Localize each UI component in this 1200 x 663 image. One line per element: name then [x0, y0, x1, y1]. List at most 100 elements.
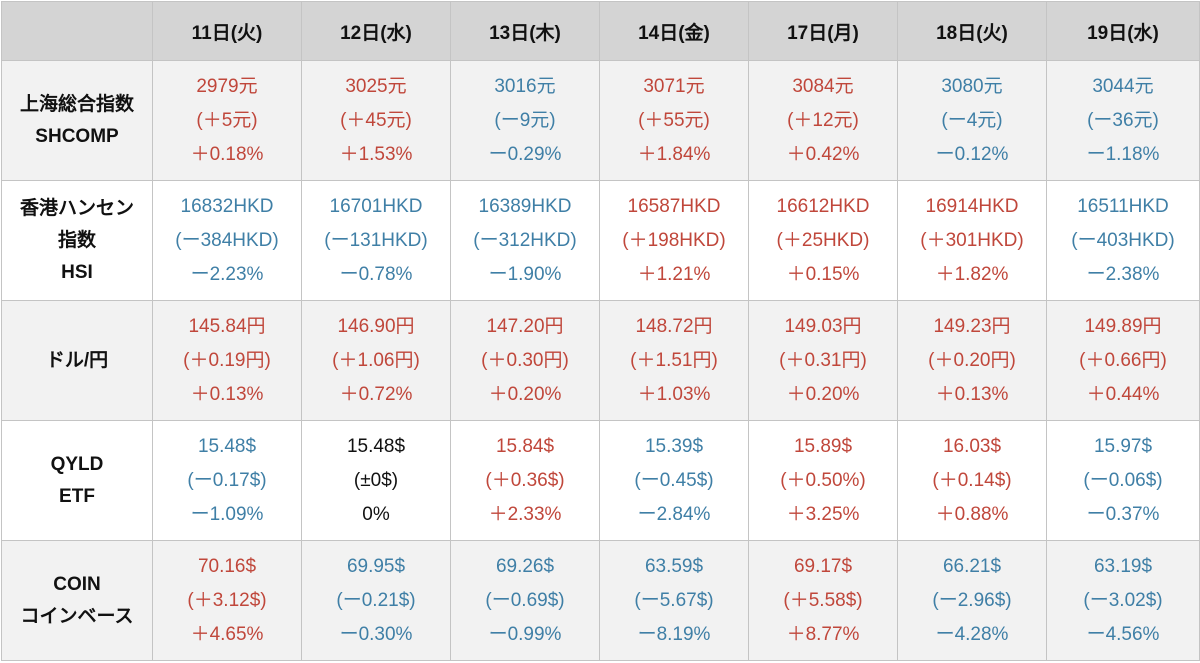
- price-value: 16389HKD: [478, 195, 572, 217]
- value-cell: 145.84円 (＋0.19円) ＋0.13%: [152, 300, 302, 421]
- price-value: 3044元: [1092, 75, 1154, 97]
- value-cell: 16832HKD (ー384HKD) ー2.23%: [152, 180, 302, 301]
- change-value: (＋25HKD): [776, 229, 870, 251]
- percent-change: ー0.30%: [339, 623, 413, 645]
- value-cell: 69.26$ (ー0.69$) ー0.99%: [450, 540, 600, 661]
- row-label: QYLD ETF: [1, 420, 153, 541]
- price-value: 16612HKD: [776, 195, 870, 217]
- value-cell: 16511HKD (ー403HKD) ー2.38%: [1046, 180, 1200, 301]
- row-label: COIN コインベース: [1, 540, 153, 661]
- price-value: 16832HKD: [180, 195, 274, 217]
- price-value: 3016元: [494, 75, 556, 97]
- price-value: 63.19$: [1093, 555, 1153, 577]
- change-value: (ー0.21$): [336, 589, 416, 611]
- price-value: 15.48$: [346, 435, 406, 457]
- percent-change: 0%: [362, 503, 390, 525]
- row-label-line: 上海総合指数: [19, 93, 134, 115]
- change-value: (＋5元): [196, 109, 258, 131]
- price-value: 3080元: [941, 75, 1003, 97]
- price-value: 149.03円: [784, 315, 862, 337]
- percent-change: ＋3.25%: [786, 503, 860, 525]
- price-value: 2979元: [196, 75, 258, 97]
- value-cell: 70.16$ (＋3.12$) ＋4.65%: [152, 540, 302, 661]
- change-value: (ー9元): [494, 109, 556, 131]
- percent-change: ー1.09%: [190, 503, 264, 525]
- percent-change: ー8.19%: [637, 623, 711, 645]
- change-value: (ー3.02$): [1083, 589, 1163, 611]
- change-value: (＋0.14$): [932, 469, 1012, 491]
- value-cell: 149.89円 (＋0.66円) ＋0.44%: [1046, 300, 1200, 421]
- row-label-line: ドル/円: [45, 349, 109, 371]
- value-cell: 15.48$ (ー0.17$) ー1.09%: [152, 420, 302, 541]
- change-value: (＋0.20円): [928, 349, 1016, 371]
- price-value: 15.48$: [197, 435, 257, 457]
- percent-change: ＋0.88%: [935, 503, 1009, 525]
- price-value: 63.59$: [644, 555, 704, 577]
- price-value: 15.97$: [1093, 435, 1153, 457]
- change-value: (ー2.96$): [932, 589, 1012, 611]
- value-cell: 16587HKD (＋198HKD) ＋1.21%: [599, 180, 749, 301]
- change-value: (＋0.36$): [485, 469, 565, 491]
- percent-change: ＋0.20%: [488, 383, 562, 405]
- date-header: 13日(木): [450, 1, 600, 61]
- table-row: COIN コインベース 70.16$ (＋3.12$) ＋4.65% 69.95$ (ー0.…: [1, 540, 1200, 661]
- value-cell: 146.90円 (＋1.06円) ＋0.72%: [301, 300, 451, 421]
- change-value: (±0$): [353, 469, 399, 491]
- price-value: 3084元: [792, 75, 854, 97]
- value-cell: 148.72円 (＋1.51円) ＋1.03%: [599, 300, 749, 421]
- row-label-line: SHCOMP: [35, 125, 119, 147]
- row-label: 上海総合指数 SHCOMP: [1, 60, 153, 181]
- row-label-line: COIN: [53, 573, 101, 595]
- value-cell: 63.19$ (ー3.02$) ー4.56%: [1046, 540, 1200, 661]
- percent-change: ー0.29%: [488, 143, 562, 165]
- value-cell: 69.95$ (ー0.21$) ー0.30%: [301, 540, 451, 661]
- row-label-line: HSI: [61, 261, 93, 283]
- change-value: (＋5.58$): [783, 589, 863, 611]
- percent-change: ＋1.21%: [637, 263, 711, 285]
- change-value: (＋12元): [787, 109, 859, 131]
- change-value: (ー403HKD): [1071, 229, 1175, 251]
- change-value: (ー131HKD): [324, 229, 428, 251]
- change-value: (ー4元): [941, 109, 1003, 131]
- price-value: 69.26$: [495, 555, 555, 577]
- value-cell: 3071元 (＋55元) ＋1.84%: [599, 60, 749, 181]
- date-header: 14日(金): [599, 1, 749, 61]
- value-cell: 149.23円 (＋0.20円) ＋0.13%: [897, 300, 1047, 421]
- price-value: 66.21$: [942, 555, 1002, 577]
- value-cell: 3016元 (ー9元) ー0.29%: [450, 60, 600, 181]
- percent-change: ー1.90%: [488, 263, 562, 285]
- percent-change: ー0.78%: [339, 263, 413, 285]
- value-cell: 69.17$ (＋5.58$) ＋8.77%: [748, 540, 898, 661]
- price-value: 15.84$: [495, 435, 555, 457]
- price-value: 15.39$: [644, 435, 704, 457]
- percent-change: ー2.38%: [1086, 263, 1160, 285]
- price-value: 148.72円: [635, 315, 713, 337]
- price-value: 145.84円: [188, 315, 266, 337]
- price-value: 16914HKD: [925, 195, 1019, 217]
- value-cell: 15.48$ (±0$) 0%: [301, 420, 451, 541]
- price-value: 16.03$: [942, 435, 1002, 457]
- change-value: (＋0.66円): [1079, 349, 1167, 371]
- percent-change: ＋0.18%: [190, 143, 264, 165]
- value-cell: 16389HKD (ー312HKD) ー1.90%: [450, 180, 600, 301]
- value-cell: 3044元 (ー36元) ー1.18%: [1046, 60, 1200, 181]
- date-header: 12日(水): [301, 1, 451, 61]
- percent-change: ＋0.44%: [1086, 383, 1160, 405]
- percent-change: ー4.28%: [935, 623, 1009, 645]
- price-value: 149.89円: [1084, 315, 1162, 337]
- price-value: 16511HKD: [1077, 195, 1169, 217]
- percent-change: ー1.18%: [1086, 143, 1160, 165]
- price-value: 147.20円: [486, 315, 564, 337]
- percent-change: ＋2.33%: [488, 503, 562, 525]
- value-cell: 15.84$ (＋0.36$) ＋2.33%: [450, 420, 600, 541]
- percent-change: ＋0.20%: [786, 383, 860, 405]
- price-value: 149.23円: [933, 315, 1011, 337]
- value-cell: 3025元 (＋45元) ＋1.53%: [301, 60, 451, 181]
- price-value: 70.16$: [197, 555, 257, 577]
- value-cell: 15.97$ (ー0.06$) ー0.37%: [1046, 420, 1200, 541]
- change-value: (ー36元): [1087, 109, 1159, 131]
- value-cell: 16701HKD (ー131HKD) ー0.78%: [301, 180, 451, 301]
- date-header: 11日(火): [152, 1, 302, 61]
- change-value: (＋0.30円): [481, 349, 569, 371]
